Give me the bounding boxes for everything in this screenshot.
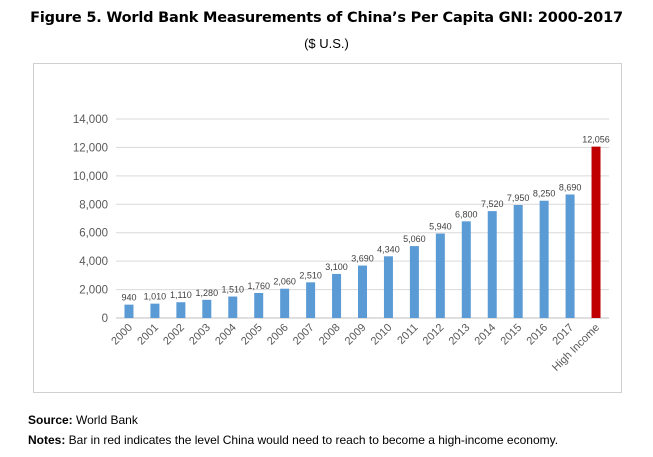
data-label: 1,010: [144, 292, 167, 302]
bar: [202, 299, 212, 318]
chart-title: Figure 5. World Bank Measurements of Chi…: [30, 10, 623, 26]
bar: [150, 303, 160, 318]
chart-subtitle: ($ U.S.): [304, 36, 349, 51]
x-tick-label: 2000: [109, 322, 135, 348]
data-label: 940: [121, 293, 136, 303]
bar-chart: 0 2,000 4,000 6,000 8,000 10,000 12,000 14,000 9…: [73, 114, 610, 374]
notes-line: Notes: Bar in red indicates the level Ch…: [28, 433, 558, 447]
notes-text: Bar in red indicates the level China wou…: [65, 433, 559, 447]
y-tick-label: 2,000: [79, 285, 108, 297]
bar: [332, 273, 342, 318]
y-tick-label: 14,000: [73, 114, 108, 126]
bar: [435, 233, 445, 318]
x-tick-label: 2012: [421, 322, 447, 348]
x-tick-label: 2004: [213, 322, 239, 348]
x-tick-label: 2015: [499, 322, 525, 348]
data-label: 1,510: [221, 285, 244, 295]
bar: [487, 211, 497, 318]
notes-label: Notes:: [28, 433, 66, 447]
source-label: Source:: [28, 413, 73, 427]
bar: [409, 246, 419, 318]
x-tick-label: 2007: [291, 322, 317, 348]
y-tick-label: 10,000: [73, 171, 108, 183]
source-line: Source: World Bank: [28, 413, 138, 427]
bar: [461, 221, 471, 318]
x-tick-label: 2011: [395, 322, 420, 347]
bar: [306, 282, 316, 318]
data-label: 8,690: [559, 182, 582, 192]
bar: [124, 304, 134, 318]
data-label: 1,110: [170, 290, 192, 300]
bar: [254, 292, 264, 318]
y-tick-label: 8,000: [79, 199, 108, 211]
data-label: 3,690: [351, 254, 374, 264]
x-tick-label: 2002: [161, 322, 187, 348]
data-label: 3,100: [325, 262, 348, 272]
data-label: 7,520: [481, 199, 504, 209]
bar: [228, 296, 238, 318]
data-label: 12,056: [582, 135, 610, 145]
x-tick-label: 2005: [239, 322, 265, 348]
data-label: 5,060: [403, 234, 426, 244]
bar: [280, 288, 290, 318]
x-tick-label: 2001: [135, 322, 161, 348]
y-tick-label: 12,000: [73, 142, 108, 154]
data-label: 7,950: [507, 193, 530, 203]
x-tick-label: 2003: [187, 322, 213, 348]
x-tick-label: 2013: [447, 322, 473, 348]
data-label: 2,060: [273, 277, 296, 287]
x-tick-label: 2006: [265, 322, 291, 348]
chart-area: 0 2,000 4,000 6,000 8,000 10,000 12,000 14,000 9…: [33, 63, 622, 393]
x-tick-label: 2014: [473, 322, 499, 348]
bar: [358, 265, 367, 318]
source-text: World Bank: [72, 413, 138, 427]
data-label: 4,340: [377, 244, 400, 254]
y-tick-label: 0: [102, 313, 108, 325]
bar: [513, 204, 523, 318]
data-label: 5,940: [429, 222, 452, 232]
bar: [176, 302, 186, 318]
bar: [383, 256, 393, 318]
data-label: 1,280: [196, 288, 219, 298]
x-tick-label: 2008: [317, 322, 343, 348]
y-tick-label: 6,000: [79, 228, 108, 240]
data-label: 6,800: [455, 209, 478, 219]
data-label: 1,760: [247, 281, 270, 291]
data-label: 8,250: [533, 189, 556, 199]
x-tick-label: 2016: [524, 322, 550, 348]
bar: [591, 146, 601, 318]
bar: [539, 200, 549, 318]
bar: [565, 194, 575, 318]
x-tick-label: 2010: [369, 322, 395, 348]
x-tick-label: 2009: [343, 322, 369, 348]
y-tick-label: 4,000: [79, 256, 108, 268]
data-label: 2,510: [299, 270, 322, 280]
